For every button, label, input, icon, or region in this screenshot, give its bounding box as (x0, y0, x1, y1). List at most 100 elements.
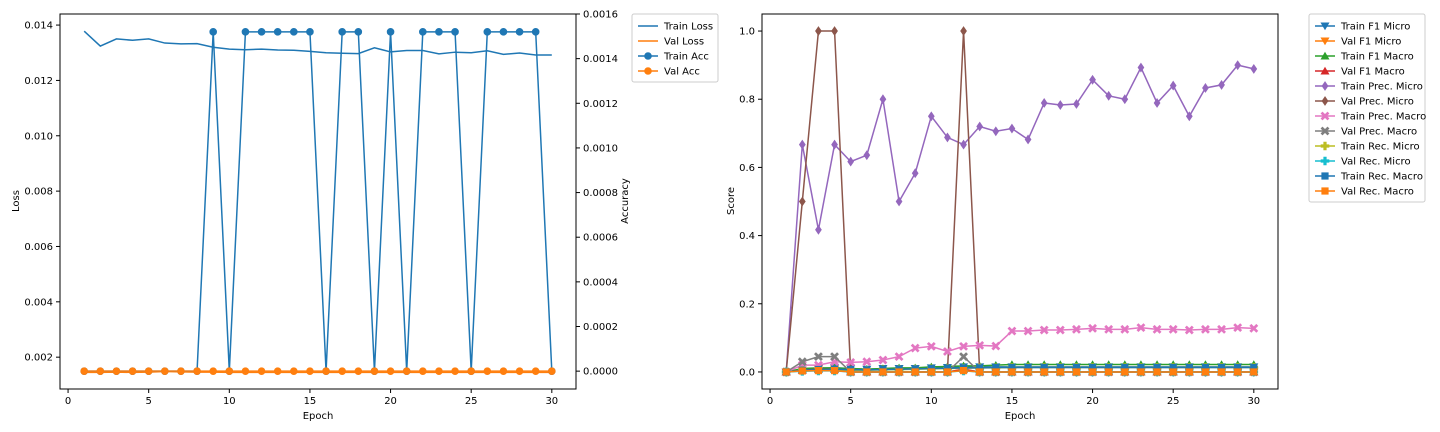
data-point (798, 367, 806, 375)
data-point (992, 368, 1000, 376)
data-point (290, 367, 298, 375)
legend-label: Val Acc (664, 67, 700, 78)
data-point (96, 367, 105, 375)
data-point (1185, 368, 1193, 376)
data-point (1121, 94, 1129, 105)
data-point (1008, 123, 1016, 134)
legend-label: Train Prec. Macro (1340, 112, 1426, 123)
data-point (1184, 325, 1194, 335)
x-tick-label: 20 (1086, 396, 1099, 407)
score-chart: 0 5 10 15 20 25 30 0.0 0.2 0.4 0.6 0.8 1.0 Epoch Sc… (726, 13, 1426, 422)
data-point (1217, 324, 1226, 334)
plot-frame (59, 13, 577, 390)
data-point (451, 367, 459, 375)
data-point (1217, 368, 1226, 376)
legend-entry-train-prec-micro: Train Prec. Micro (1315, 81, 1423, 93)
data-point (927, 111, 935, 122)
data-point (112, 367, 121, 375)
data-point (895, 368, 903, 376)
data-point (910, 343, 920, 353)
plot-frame (761, 13, 1279, 390)
loss-accuracy-chart: 0 5 10 15 20 25 30 0.0020.0040.0060.0080.0100.… (11, 10, 719, 422)
data-point (1121, 368, 1129, 376)
y2-tick-label: 0.0004 (583, 277, 618, 288)
data-point (177, 367, 185, 375)
y2-tick-label: 0.0010 (583, 143, 618, 154)
data-point (959, 366, 968, 375)
data-point (797, 357, 807, 367)
series-val-rec-macro (782, 366, 1258, 376)
data-point (209, 28, 217, 36)
data-point (944, 132, 951, 143)
data-point (1040, 98, 1048, 108)
x-tick-label: 25 (1167, 396, 1180, 407)
y2-tick-label: 0.0014 (583, 54, 618, 65)
legend-marker (1321, 187, 1329, 195)
data-point (419, 28, 427, 36)
data-point (241, 28, 250, 36)
data-point (1072, 368, 1081, 376)
legend-box (631, 13, 719, 83)
data-point (435, 367, 443, 375)
data-point (847, 156, 855, 167)
data-point (1088, 323, 1097, 333)
data-point (1104, 324, 1114, 334)
x-tick-label: 0 (767, 396, 773, 407)
data-point (1024, 134, 1032, 145)
data-point (1201, 324, 1210, 334)
data-point (1234, 368, 1242, 376)
x-tick-label: 30 (545, 396, 558, 407)
data-point (1249, 323, 1259, 333)
data-point (831, 26, 838, 36)
legend-marker (1320, 51, 1330, 60)
legend-entry-train-rec-micro: Train Rec. Micro (1315, 142, 1420, 153)
data-point (386, 367, 395, 375)
legend-entry-train-loss: Train Loss (638, 22, 713, 33)
data-point (862, 357, 872, 367)
data-point (814, 352, 823, 362)
data-point (959, 352, 968, 362)
legend-entry-train-f1-macro: Train F1 Macro (1315, 52, 1414, 63)
legend-label: Train F1 Micro (1340, 22, 1410, 33)
y-tick-label: 0.014 (24, 21, 53, 32)
legend-label: Train Acc (663, 52, 709, 63)
y2-tick-label: 0.0006 (583, 233, 618, 244)
legend-entry-val-loss: Val Loss (638, 37, 704, 48)
legend-entry-train-prec-macro: Train Prec. Macro (1315, 112, 1426, 123)
data-point (976, 121, 984, 132)
data-point (1056, 368, 1064, 376)
data-point (1056, 100, 1064, 110)
legend-label: Train Loss (663, 22, 713, 33)
y-tick-label: 0.006 (24, 242, 53, 253)
legend-marker (1321, 81, 1329, 91)
series-group (80, 28, 556, 375)
y-axis-label: Score (726, 187, 737, 215)
y-tick-label: 0.8 (739, 95, 755, 106)
legend-marker (1320, 141, 1330, 151)
data-point (831, 139, 838, 150)
y-tick-label: 0.0 (739, 367, 755, 378)
y-axis-ticks: 0.002 0.004 0.006 0.008 0.010 0.012 0.014 (24, 21, 60, 364)
data-point (1202, 83, 1209, 93)
data-point (386, 28, 395, 36)
data-point (531, 28, 540, 36)
y-tick-label: 0.002 (24, 353, 53, 364)
data-point (960, 139, 967, 150)
legend-label: Val Prec. Micro (1341, 97, 1414, 108)
legend-entry-train-f1-micro: Train F1 Micro (1315, 22, 1410, 33)
data-point (225, 367, 234, 375)
data-point (926, 341, 936, 351)
data-point (1007, 326, 1017, 336)
data-point (863, 150, 871, 161)
data-point (782, 368, 790, 376)
series-train-prec-micro (782, 60, 1258, 377)
legend-label: Val Loss (664, 37, 704, 48)
legend-marker (1320, 66, 1330, 75)
data-point (976, 368, 984, 376)
data-point (927, 368, 935, 376)
data-point (1088, 368, 1097, 376)
x-tick-label: 15 (304, 396, 317, 407)
y2-tick-label: 0.0016 (583, 10, 618, 21)
data-point (943, 347, 952, 356)
x-tick-label: 25 (465, 396, 478, 407)
